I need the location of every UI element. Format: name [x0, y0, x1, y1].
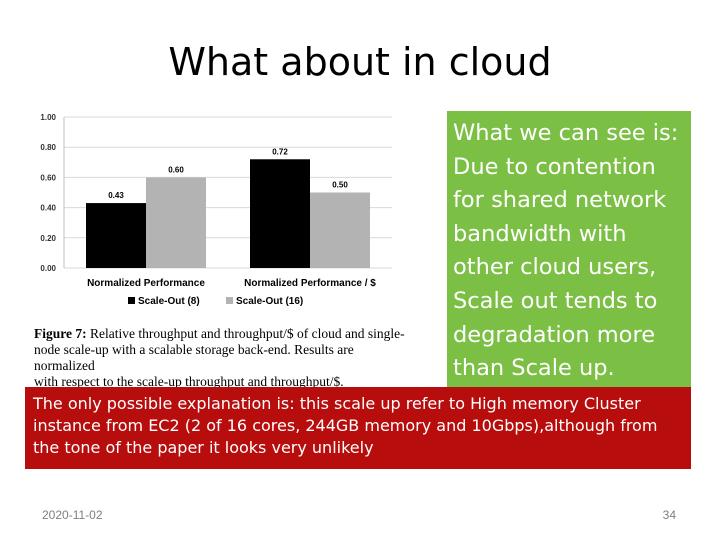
callout-line-7: degradation more	[453, 321, 656, 348]
callout-line-2: Due to contention	[453, 153, 656, 180]
observation-callout: What we can see is: Due to contention fo…	[447, 111, 691, 387]
y-tick-label: 0.60	[40, 173, 56, 182]
caption-line-1: Relative throughput and throughput/$ of …	[86, 326, 405, 341]
explanation-note: The only possible explanation is: this s…	[25, 387, 691, 469]
bar	[250, 159, 310, 268]
caption-line-2: node scale-up with a scalable storage ba…	[34, 342, 354, 373]
callout-line-4: bandwidth with	[453, 220, 627, 247]
callout-line-6: Scale out tends to	[453, 287, 658, 314]
note-line-3: the tone of the paper it looks very unli…	[33, 438, 374, 457]
legend-swatch	[226, 297, 233, 304]
data-label: 0.72	[272, 147, 288, 156]
data-label: 0.60	[168, 165, 184, 174]
y-tick-label: 0.40	[40, 204, 56, 213]
callout-line-3: for shared network	[453, 187, 667, 214]
figure-caption: Figure 7: Relative throughput and throug…	[34, 326, 406, 390]
footer-date: 2020-11-02	[42, 508, 103, 522]
note-line-2: instance from EC2 (2 of 16 cores, 244GB …	[33, 416, 658, 435]
bar	[86, 203, 146, 268]
data-label: 0.50	[332, 181, 348, 190]
y-tick-label: 0.20	[40, 234, 56, 243]
callout-line-1: What we can see is:	[453, 120, 679, 146]
note-line-1: The only possible explanation is: this s…	[33, 394, 641, 413]
category-label: Normalized Performance	[87, 278, 205, 289]
legend-label: Scale-Out (16)	[236, 296, 303, 307]
slide-title: What about in cloud	[168, 40, 552, 84]
category-label: Normalized Performance / $	[244, 278, 376, 289]
page-number: 34	[662, 508, 676, 522]
callout-line-5: other cloud users,	[453, 254, 657, 281]
callout-line-8: than Scale up.	[453, 355, 615, 382]
data-label: 0.43	[108, 191, 124, 200]
legend-swatch	[128, 297, 135, 304]
legend-label: Scale-Out (8)	[138, 296, 200, 307]
bar	[146, 177, 206, 268]
y-tick-label: 1.00	[40, 113, 56, 122]
y-tick-label: 0.00	[40, 264, 56, 273]
y-tick-label: 0.80	[40, 143, 56, 152]
caption-label: Figure 7:	[34, 326, 87, 341]
bar-chart: 1.00 0.80 0.60 0.40 0.20 0.00 0.43 0.60 Normaliz…	[40, 113, 392, 307]
bar	[310, 192, 370, 268]
caption-line-3: with respect to the scale-up throughput …	[34, 374, 344, 389]
